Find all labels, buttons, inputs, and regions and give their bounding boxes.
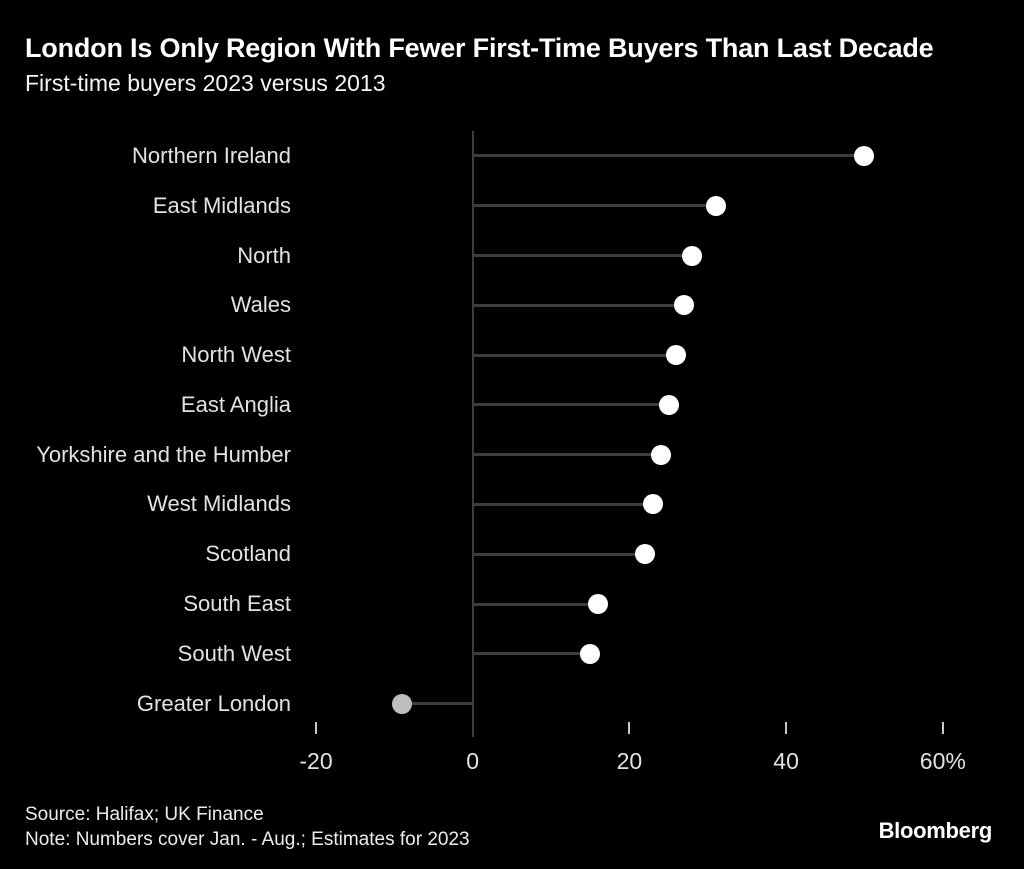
region-label: Wales bbox=[230, 292, 291, 318]
lollipop-stem bbox=[472, 453, 661, 457]
lollipop-dot bbox=[580, 643, 601, 664]
lollipop-dot bbox=[674, 295, 695, 316]
lollipop-dot bbox=[642, 494, 663, 515]
lollipop-stem bbox=[472, 353, 677, 357]
lollipop-stem bbox=[402, 702, 473, 706]
region-label: East Midlands bbox=[152, 192, 291, 218]
lollipop-stem bbox=[472, 403, 669, 407]
x-tick-label: 0 bbox=[466, 748, 480, 774]
region-label: South East bbox=[183, 591, 291, 616]
region-label: North West bbox=[181, 342, 291, 368]
lollipop-dot bbox=[682, 245, 703, 266]
lollipop-stem bbox=[472, 552, 646, 556]
chart-subtitle: First-time buyers 2023 versus 2013 bbox=[25, 70, 386, 96]
lollipop-stem bbox=[472, 502, 653, 506]
lollipop-stem bbox=[472, 652, 591, 656]
region-label: East Anglia bbox=[180, 391, 291, 417]
lollipop-stem bbox=[472, 602, 599, 606]
x-tick-label: 20 bbox=[616, 748, 643, 774]
chart-title: London Is Only Region With Fewer First-T… bbox=[25, 33, 934, 63]
lollipop-dot bbox=[705, 195, 726, 216]
lollipop-dot bbox=[392, 693, 413, 714]
x-tick bbox=[315, 722, 317, 734]
footer-text: Source: Halifax; UK Finance Note: Number… bbox=[25, 802, 470, 852]
note-line: Note: Numbers cover Jan. - Aug.; Estimat… bbox=[25, 829, 470, 850]
region-label: Scotland bbox=[205, 541, 291, 567]
region-label: Greater London bbox=[136, 690, 291, 716]
x-tick bbox=[941, 722, 944, 734]
x-axis-zero-line bbox=[471, 131, 474, 737]
x-tick-label: -20 bbox=[299, 748, 333, 774]
lollipop-dot bbox=[658, 394, 679, 415]
lollipop-dot bbox=[854, 145, 875, 166]
x-tick bbox=[628, 722, 631, 734]
lollipop-stem bbox=[472, 254, 693, 258]
x-tick-label: 40 bbox=[773, 748, 799, 774]
region-label: North bbox=[237, 242, 291, 268]
lollipop-dot bbox=[635, 544, 656, 565]
lollipop-dot bbox=[650, 444, 671, 465]
lollipop-stem bbox=[472, 303, 685, 307]
region-label: Yorkshire and the Humber bbox=[36, 441, 291, 467]
region-label: West Midlands bbox=[147, 491, 291, 517]
lollipop-stem bbox=[472, 204, 716, 208]
region-label: Northern Ireland bbox=[132, 142, 291, 168]
x-tick bbox=[785, 722, 788, 734]
lollipop-dot bbox=[588, 594, 609, 614]
bloomberg-logo: Bloomberg bbox=[878, 818, 993, 843]
source-line: Source: Halifax; UK Finance bbox=[25, 804, 264, 825]
x-tick-label: 60% bbox=[919, 748, 966, 774]
lollipop-stem bbox=[472, 154, 865, 158]
region-label: South West bbox=[177, 640, 291, 666]
lollipop-dot bbox=[666, 345, 687, 366]
